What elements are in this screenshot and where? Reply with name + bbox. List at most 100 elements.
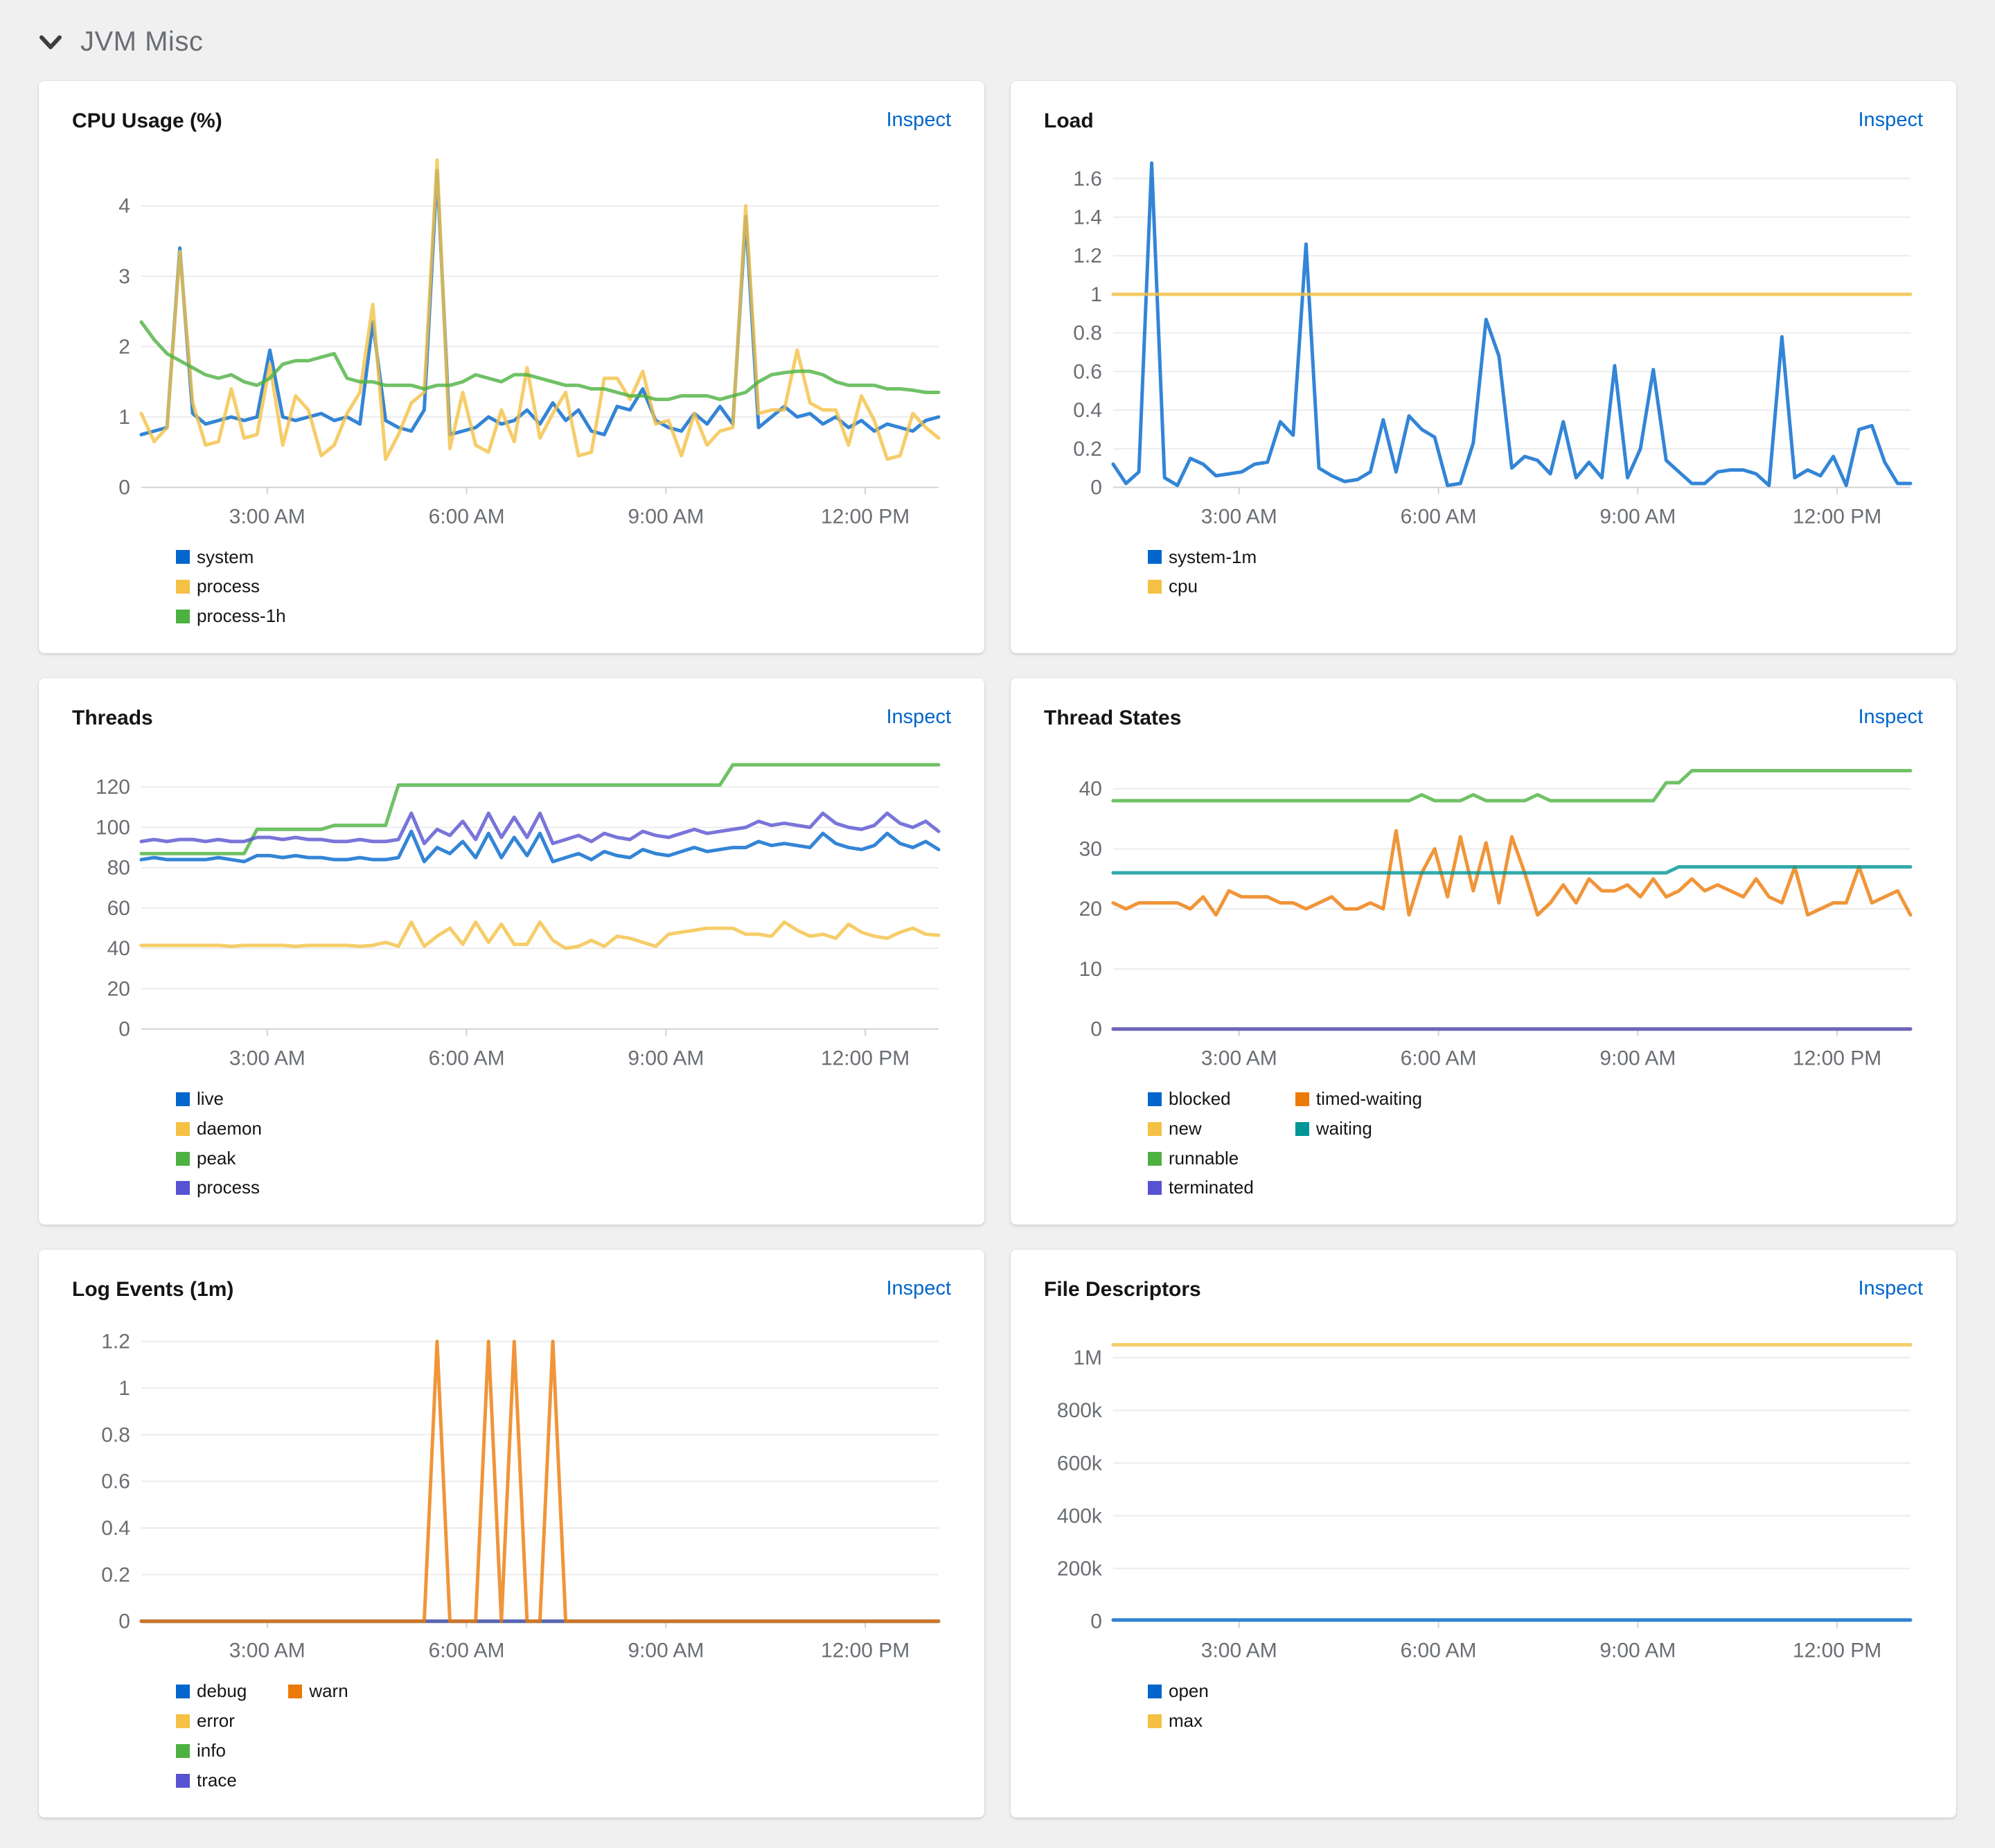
- y-tick-label: 4: [118, 195, 130, 217]
- y-tick-label: 100: [96, 817, 130, 839]
- legend-item-system-1m: system-1m: [1148, 547, 1257, 568]
- charts-grid: CPU Usage (%) Inspect 0 1 2 3 4 3:00 AM 6:00 A…: [39, 81, 1956, 1818]
- y-tick-label: 600k: [1057, 1452, 1103, 1475]
- x-tick-label: 6:00 AM: [429, 1047, 505, 1070]
- chart-panel-thread-states: Thread States Inspect 0 10 20 30 40 3:00 AM 6:…: [1011, 678, 1956, 1225]
- legend-color-swatch: [176, 1714, 190, 1728]
- threads-chart: 0 20 40 60 80 100 120 3:00 AM 6:00 AM 9:00 AM 12:0…: [96, 763, 941, 1070]
- panel-header: File Descriptors Inspect: [1044, 1276, 1923, 1303]
- series-line-process-1h: [139, 320, 941, 402]
- y-tick-label: 1.4: [1073, 206, 1102, 229]
- chevron-down-icon[interactable]: [39, 34, 62, 51]
- inspect-link[interactable]: Inspect: [1858, 109, 1924, 131]
- x-tick-label: 3:00 AM: [1201, 1047, 1277, 1070]
- y-tick-label: 200k: [1057, 1558, 1103, 1581]
- y-tick-label: 0.8: [1073, 322, 1102, 345]
- series-line-peak: [139, 763, 941, 856]
- legend-item-process-1h: process-1h: [176, 605, 286, 627]
- x-tick-label: 9:00 AM: [628, 1640, 704, 1662]
- inspect-link[interactable]: Inspect: [886, 109, 952, 131]
- y-tick-label: 0.4: [1073, 399, 1102, 422]
- y-tick-label: 1M: [1073, 1347, 1102, 1369]
- inspect-link[interactable]: Inspect: [1858, 706, 1924, 729]
- legend-item-process: process: [176, 576, 286, 597]
- legend-label: runnable: [1169, 1147, 1239, 1169]
- y-tick-label: 0.6: [1073, 360, 1102, 383]
- y-tick-label: 0.6: [101, 1471, 130, 1493]
- legend-label: process: [197, 576, 260, 597]
- legend-label: system: [197, 546, 254, 567]
- y-tick-label: 0: [1090, 1610, 1102, 1633]
- chart-legend: blocked new runnable terminated timed-waitin…: [1148, 1087, 1923, 1199]
- x-tick-label: 6:00 AM: [429, 1640, 505, 1662]
- series-line-runnable: [1111, 769, 1913, 803]
- legend-label: waiting: [1315, 1117, 1372, 1139]
- legend-item-daemon: daemon: [176, 1118, 262, 1139]
- panel-header: CPU Usage (%) Inspect: [72, 107, 951, 134]
- section-title: JVM Misc: [80, 26, 204, 57]
- legend-color-swatch: [1148, 1714, 1162, 1728]
- legend-color-swatch: [176, 1181, 190, 1196]
- legend-item-new: new: [1148, 1118, 1254, 1139]
- chart-title: Threads: [72, 707, 153, 730]
- series-line-process: [139, 811, 941, 846]
- legend-item-process: process: [176, 1178, 262, 1198]
- y-tick-label: 1.6: [1073, 168, 1102, 190]
- y-tick-label: 1: [1090, 283, 1102, 306]
- legend-label: trace: [197, 1769, 237, 1791]
- x-tick-label: 12:00 PM: [821, 506, 910, 528]
- chart-legend: system-1m cpu: [1148, 547, 1923, 598]
- load-chart: 0 0.2 0.4 0.6 0.8 1 1.2 1.4 1.6 3:00 AM 6:00 AM 9:0…: [1073, 161, 1913, 528]
- legend-item-peak: peak: [176, 1148, 262, 1169]
- chart-title: Log Events (1m): [72, 1278, 234, 1301]
- series-line-daemon: [139, 920, 941, 950]
- legend-label: terminated: [1169, 1177, 1254, 1198]
- x-tick-label: 12:00 PM: [1793, 1640, 1881, 1662]
- legend-label: open: [1169, 1680, 1209, 1701]
- y-tick-label: 0.4: [101, 1517, 130, 1540]
- y-tick-label: 60: [107, 897, 130, 920]
- legend-label: system-1m: [1169, 546, 1257, 567]
- chart-title: Thread States: [1044, 707, 1182, 730]
- legend-color-swatch: [176, 1151, 190, 1166]
- panel-header: Threads Inspect: [72, 704, 951, 731]
- inspect-link[interactable]: Inspect: [886, 1277, 952, 1300]
- chart-title: CPU Usage (%): [72, 109, 222, 132]
- chart-panel-threads: Threads Inspect 0 20 40 60 80 100 120 3:00 AM 6:…: [39, 678, 984, 1225]
- chart-title: File Descriptors: [1044, 1278, 1201, 1301]
- legend-item-info: info: [176, 1740, 247, 1761]
- thread-states-chart: 0 10 20 30 40 3:00 AM 6:00 AM 9:00 AM 12:00 PM: [1079, 769, 1913, 1070]
- legend-item-max: max: [1148, 1709, 1209, 1732]
- series-line-live: [139, 829, 941, 864]
- legend-label: timed-waiting: [1315, 1087, 1423, 1109]
- legend-item-debug: debug: [176, 1680, 247, 1702]
- y-tick-label: 0: [118, 477, 130, 499]
- x-tick-label: 6:00 AM: [1401, 506, 1477, 528]
- series-line-system: [139, 168, 941, 436]
- legend-label: cpu: [1169, 576, 1198, 597]
- y-tick-label: 0: [118, 1610, 130, 1633]
- legend-label: live: [197, 1087, 224, 1109]
- legend-label: max: [1169, 1709, 1203, 1731]
- y-tick-label: 10: [1079, 958, 1102, 981]
- chart-panel-cpu-usage: CPU Usage (%) Inspect 0 1 2 3 4 3:00 AM 6:00 A…: [39, 81, 984, 654]
- legend-item-runnable: runnable: [1148, 1148, 1254, 1169]
- y-tick-label: 40: [107, 937, 130, 960]
- series-line-warn: [139, 1340, 941, 1624]
- legend-item-live: live: [176, 1087, 262, 1110]
- chart-legend: open max: [1148, 1680, 1923, 1732]
- legend-color-swatch: [176, 610, 190, 624]
- legend-color-swatch: [1148, 1684, 1162, 1698]
- legend-item-trace: trace: [176, 1770, 247, 1791]
- y-tick-label: 400k: [1057, 1505, 1103, 1528]
- y-tick-label: 800k: [1057, 1400, 1103, 1423]
- legend-color-swatch: [176, 580, 190, 594]
- inspect-link[interactable]: Inspect: [1858, 1277, 1924, 1300]
- cpu-usage-chart: 0 1 2 3 4 3:00 AM 6:00 AM 9:00 AM 12:00 PM: [118, 158, 941, 528]
- legend-color-swatch: [176, 1743, 190, 1758]
- y-tick-label: 40: [1079, 778, 1102, 801]
- y-tick-label: 0.8: [101, 1424, 130, 1447]
- y-tick-label: 0: [1090, 1018, 1102, 1041]
- inspect-link[interactable]: Inspect: [886, 706, 952, 729]
